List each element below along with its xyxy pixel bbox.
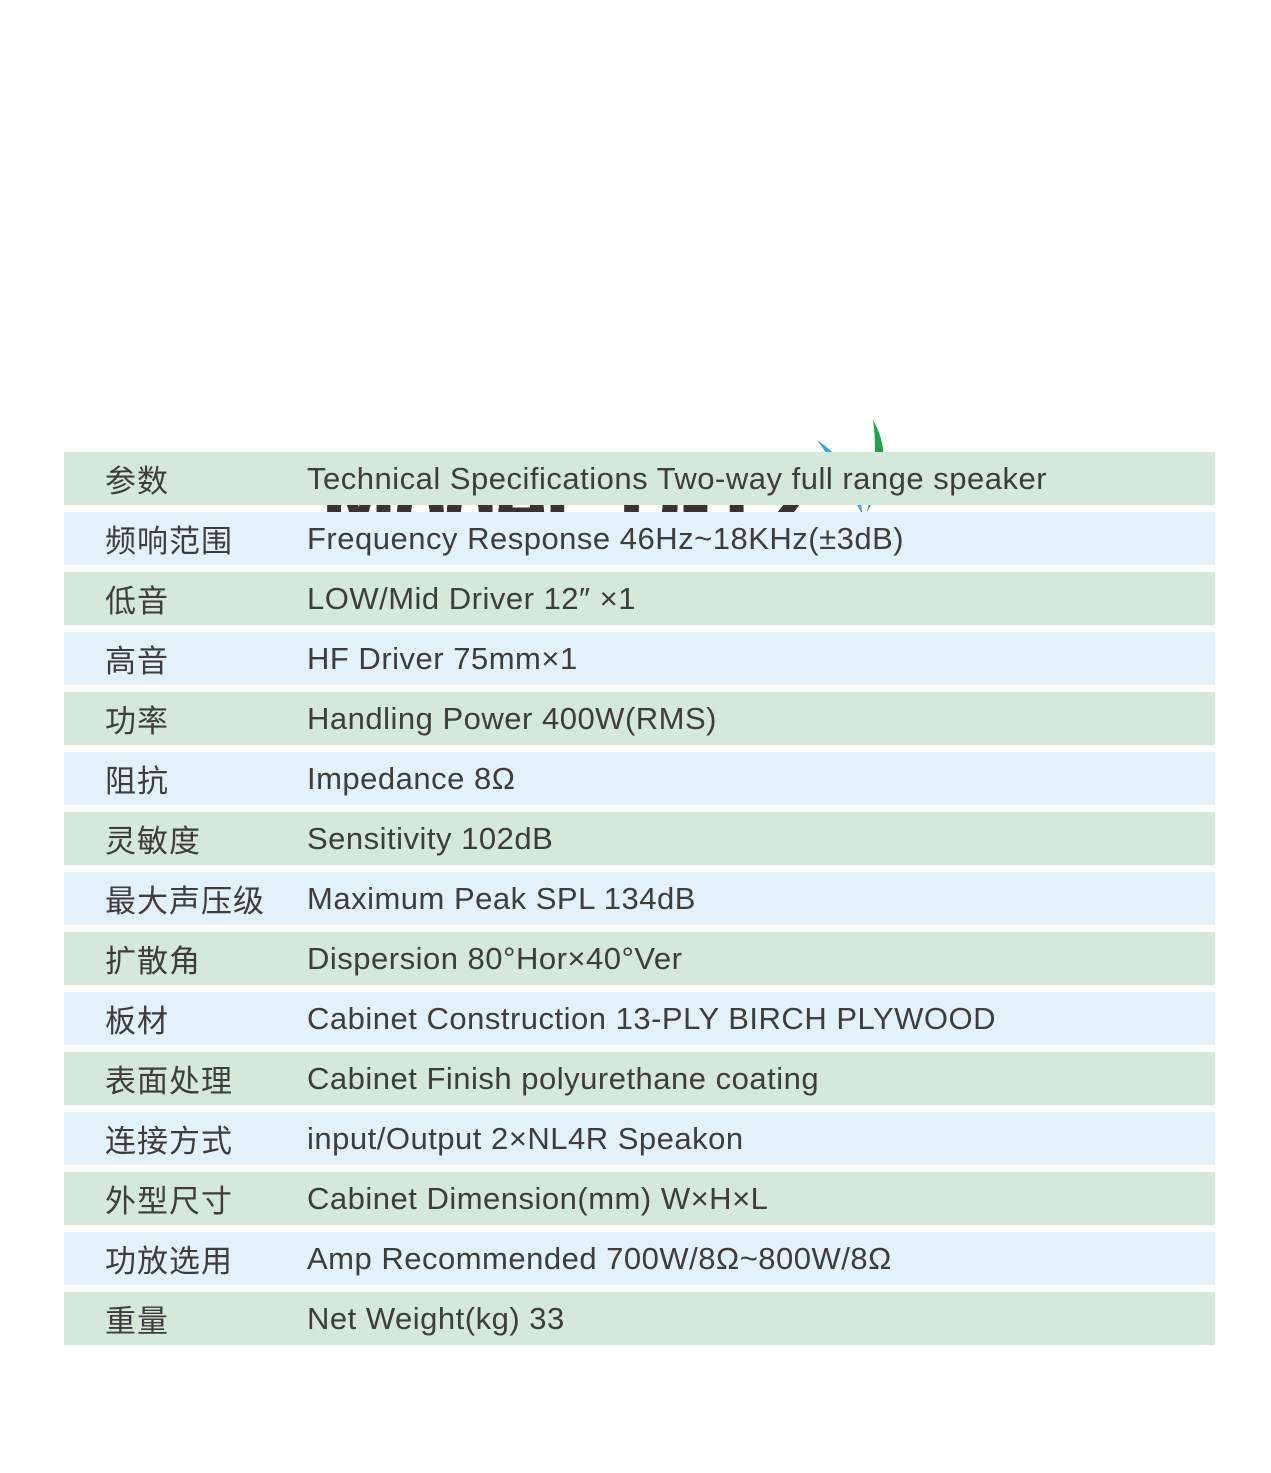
spec-label-cn: 频响范围 bbox=[105, 524, 233, 559]
table-row: 频响范围 Frequency Response 46Hz~18KHz(±3dB) bbox=[64, 512, 1215, 565]
spec-label-cn: 功率 bbox=[105, 704, 169, 739]
table-row: 表面处理 Cabinet Finish polyurethane coating bbox=[64, 1052, 1215, 1105]
spec-table: 参数 Technical Specifications Two-way full … bbox=[64, 452, 1215, 1352]
spec-label-cn: 功放选用 bbox=[105, 1244, 233, 1279]
spec-value-en: Amp Recommended 700W/8Ω~800W/8Ω bbox=[307, 1240, 892, 1276]
spec-label-cn: 扩散角 bbox=[105, 944, 201, 979]
spec-label-cn: 表面处理 bbox=[105, 1064, 233, 1099]
table-row: 阻抗 Impedance 8Ω bbox=[64, 752, 1215, 805]
spec-label-cn: 参数 bbox=[105, 464, 169, 499]
spec-value-en: input/Output 2×NL4R Speakon bbox=[307, 1120, 744, 1156]
spec-value-en: Frequency Response 46Hz~18KHz(±3dB) bbox=[307, 520, 905, 556]
spec-label-cn: 最大声压级 bbox=[105, 884, 265, 919]
spec-label-cn: 灵敏度 bbox=[105, 824, 201, 859]
table-row: 功放选用 Amp Recommended 700W/8Ω~800W/8Ω bbox=[64, 1232, 1215, 1285]
table-row: 高音 HF Driver 75mm×1 bbox=[64, 632, 1215, 685]
table-row: 灵敏度 Sensitivity 102dB bbox=[64, 812, 1215, 865]
spec-value-en: Impedance 8Ω bbox=[307, 760, 516, 796]
spec-value-en: LOW/Mid Driver 12″ ×1 bbox=[307, 580, 636, 616]
spec-value-en: HF Driver 75mm×1 bbox=[307, 640, 578, 676]
table-row: 重量 Net Weight(kg) 33 bbox=[64, 1292, 1215, 1345]
spec-label-cn: 低音 bbox=[105, 584, 169, 619]
spec-value-en: Dispersion 80°Hor×40°Ver bbox=[307, 940, 683, 976]
spec-value-en: Sensitivity 102dB bbox=[307, 820, 554, 856]
table-row: 低音 LOW/Mid Driver 12″ ×1 bbox=[64, 572, 1215, 625]
spec-label-cn: 高音 bbox=[105, 644, 169, 679]
table-row: 参数 Technical Specifications Two-way full … bbox=[64, 452, 1215, 505]
spec-value-en: Cabinet Finish polyurethane coating bbox=[307, 1060, 820, 1096]
spec-value-en: Technical Specifications Two-way full ra… bbox=[307, 460, 1048, 496]
table-row: 最大声压级 Maximum Peak SPL 134dB bbox=[64, 872, 1215, 925]
table-row: 外型尺寸 Cabinet Dimension(mm) W×H×L bbox=[64, 1172, 1215, 1225]
spec-value-en: Cabinet Construction 13-PLY BIRCH PLYWOO… bbox=[307, 1000, 996, 1036]
spec-label-cn: 外型尺寸 bbox=[105, 1184, 233, 1219]
table-row: 板材 Cabinet Construction 13-PLY BIRCH PLYW… bbox=[64, 992, 1215, 1045]
spec-value-en: Maximum Peak SPL 134dB bbox=[307, 880, 696, 916]
spec-label-cn: 重量 bbox=[105, 1304, 169, 1339]
spec-value-en: Cabinet Dimension(mm) W×H×L bbox=[307, 1180, 769, 1216]
spec-label-cn: 连接方式 bbox=[105, 1124, 233, 1159]
spec-value-en: Net Weight(kg) 33 bbox=[307, 1300, 565, 1336]
spec-value-en: Handling Power 400W(RMS) bbox=[307, 700, 717, 736]
spec-label-cn: 阻抗 bbox=[105, 764, 169, 799]
spec-label-cn: 板材 bbox=[105, 1004, 169, 1039]
brand-logo: Model: D-12 bbox=[0, 200, 1271, 563]
table-row: 扩散角 Dispersion 80°Hor×40°Ver bbox=[64, 932, 1215, 985]
table-row: 功率 Handling Power 400W(RMS) bbox=[64, 692, 1215, 745]
table-row: 连接方式 input/Output 2×NL4R Speakon bbox=[64, 1112, 1215, 1165]
